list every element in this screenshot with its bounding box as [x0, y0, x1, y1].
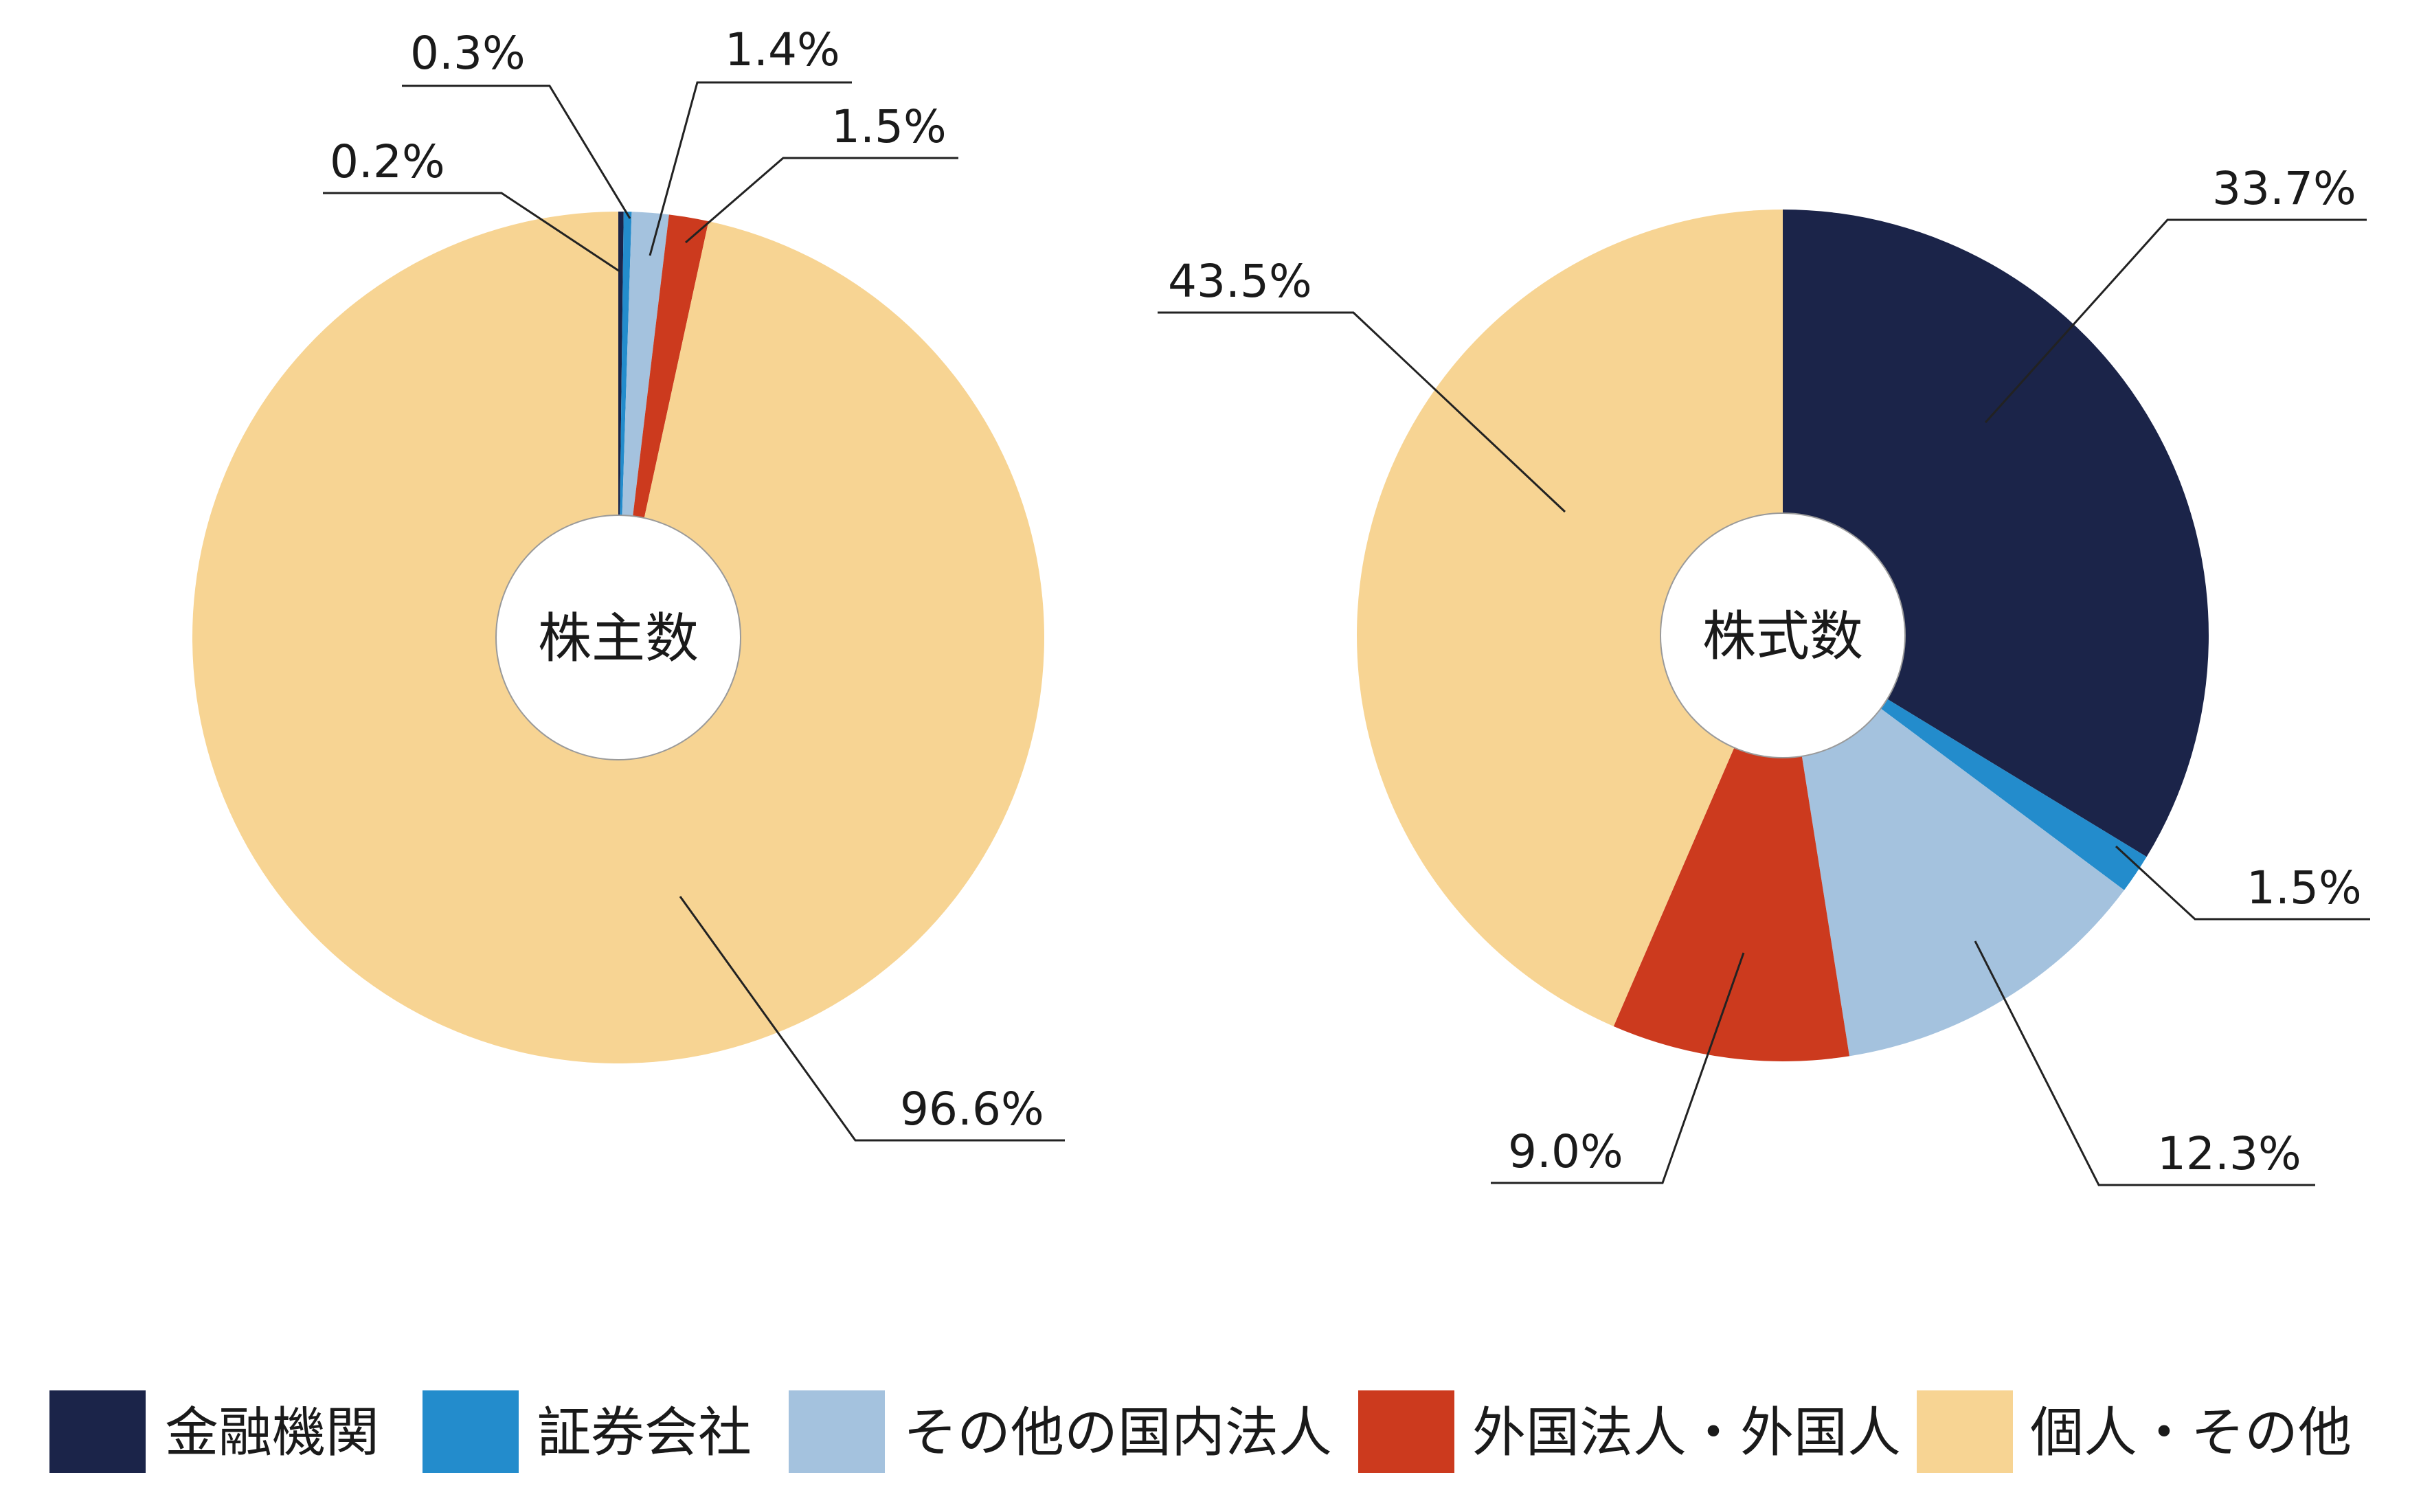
legend-swatch [789, 1390, 885, 1473]
legend-item: 個人・その他 [1917, 1390, 2352, 1473]
legend-swatch [423, 1390, 519, 1473]
data-label: 1.5% [2246, 861, 2362, 914]
data-label: 33.7% [2212, 162, 2356, 215]
legend-label: 外国法人・外国人 [1472, 1402, 1901, 1464]
leader-line [1491, 952, 1745, 1184]
data-label: 0.2% [330, 135, 445, 188]
leader-line [649, 81, 852, 256]
leader-line [679, 896, 1065, 1142]
leader-line [685, 157, 958, 244]
leader-line [402, 84, 631, 219]
legend-swatch [49, 1390, 146, 1473]
legend-item: 証券会社 [423, 1390, 752, 1473]
shares-slice-2 [1783, 635, 2124, 1057]
legend-item: 金融機関 [49, 1390, 379, 1473]
data-label: 12.3% [2157, 1127, 2301, 1180]
shares-donut-chart: 株式数 33.7% 1.5% 12.3% 9.0% 43.5% [1158, 162, 2370, 1186]
legend-label: 証券会社 [537, 1402, 752, 1464]
legend-label: その他の国内法人 [903, 1402, 1332, 1464]
legend-label: 個人・その他 [2030, 1402, 2352, 1464]
data-label: 43.5% [1168, 255, 1312, 308]
shares-slice-4 [1357, 210, 1783, 1027]
donut-hole [495, 515, 741, 760]
data-label: 0.3% [410, 27, 526, 80]
shareholders-donut-chart: 株主数 0.2% 0.3% 1.4% 1.5% 96.6% [192, 23, 1065, 1142]
data-label: 9.0% [1508, 1125, 1623, 1178]
legend-label: 金融機関 [165, 1402, 379, 1464]
legend-item: 外国法人・外国人 [1358, 1390, 1901, 1473]
data-label: 1.4% [725, 23, 840, 76]
leader-line [1974, 940, 2315, 1186]
donut-hole [1660, 512, 1906, 758]
donut-center-label: 株主数 [538, 608, 699, 670]
leader-line [1158, 311, 1566, 513]
leader-line [2115, 845, 2370, 921]
data-label: 96.6% [900, 1083, 1044, 1136]
legend-swatch [1917, 1390, 2013, 1473]
legend-item: その他の国内法人 [789, 1390, 1332, 1473]
legend-swatch [1358, 1390, 1454, 1473]
data-label: 1.5% [831, 100, 947, 153]
donut-center-label: 株式数 [1702, 606, 1863, 668]
leader-line [1984, 218, 2367, 424]
legend: 金融機関 証券会社 その他の国内法人 外国法人・外国人 個人・その他 [49, 1390, 2352, 1473]
leader-line [323, 192, 620, 273]
